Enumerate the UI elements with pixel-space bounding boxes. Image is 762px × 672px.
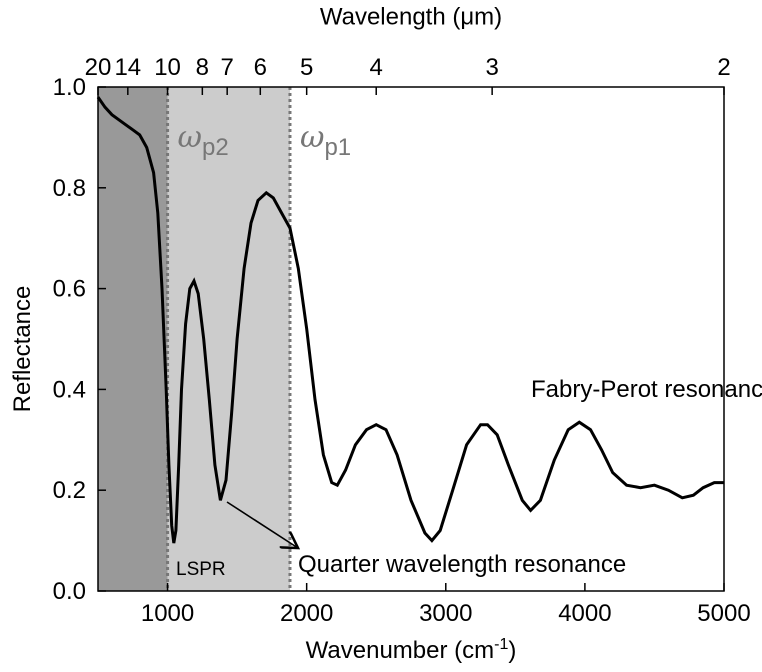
x-tick-label: 5000 [697,600,750,627]
x2-tick-label: 20 [85,54,112,81]
x2-axis-label: Wavelength (μm) [320,3,502,30]
x-tick-label: 3000 [419,600,472,627]
x-tick-label: 2000 [280,600,333,627]
annotation: Quarter wavelength resonance [298,551,626,578]
marker-symbol: ω [178,120,202,155]
x-tick-label: 4000 [558,600,611,627]
marker-label: ωp1 [300,120,351,161]
shaded-region [98,87,168,591]
marker-symbol: ω [300,120,324,155]
x-axis-label: Wavenumber (cm-1) [306,636,517,664]
y-tick-label: 0.6 [53,276,86,303]
y-tick-label: 1.0 [53,74,86,101]
x2-tick-label: 5 [300,54,313,81]
x2-tick-label: 8 [196,54,209,81]
x2-tick-label: 2 [717,54,730,81]
x2-tick-label: 6 [254,54,267,81]
x-tick-label: 1000 [141,600,194,627]
x2-tick-label: 7 [220,54,233,81]
y-tick-label: 0.4 [53,376,86,403]
y-tick-label: 0.2 [53,477,86,504]
marker-sub: p1 [324,134,351,161]
shaded-region [167,87,290,591]
arrow [226,501,298,548]
y-tick-label: 0.8 [53,175,86,202]
x2-tick-label: 10 [154,54,181,81]
y-tick-label: 0.0 [53,578,86,605]
annotation: LSPR [176,559,226,580]
x2-tick-label: 14 [114,54,141,81]
x2-tick-label: 3 [485,54,498,81]
x2-tick-label: 4 [370,54,383,81]
data-line [96,96,724,544]
annotation: Fabry-Perot resonances [531,376,762,403]
y-axis-label: Reflectance [9,286,36,413]
marker-label: ωp2 [178,120,229,161]
marker-sub: p2 [202,134,229,161]
plot-frame [97,86,725,592]
